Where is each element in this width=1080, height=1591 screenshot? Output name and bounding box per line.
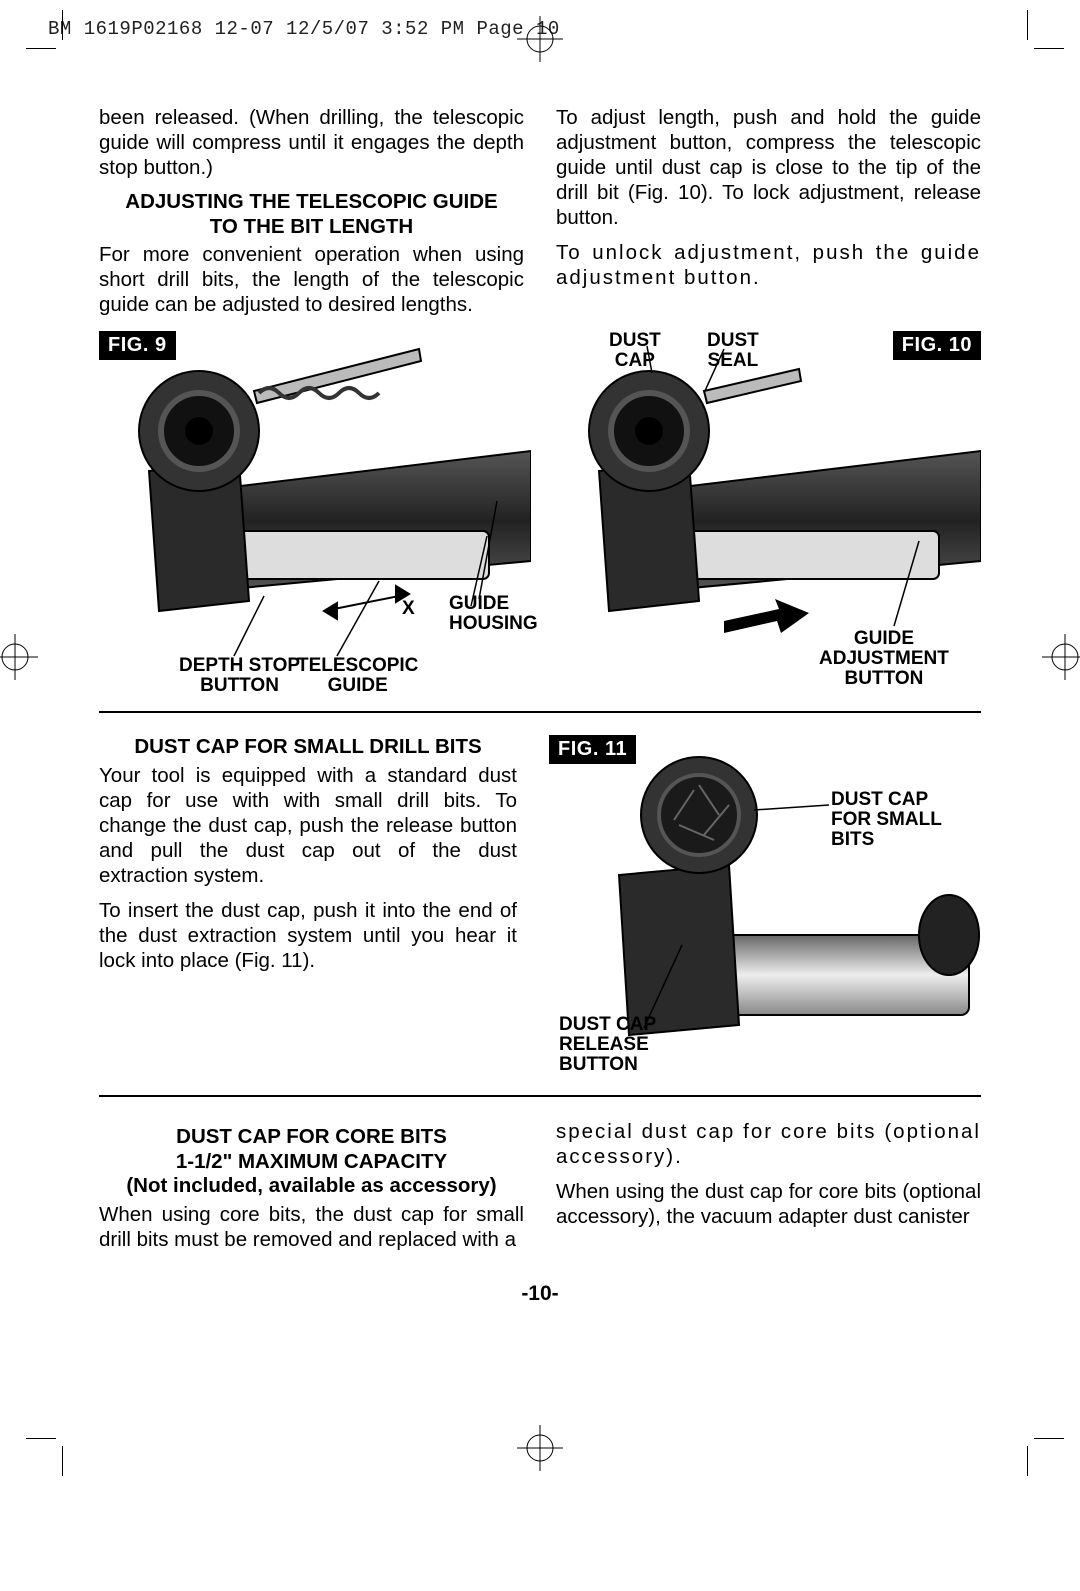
fig-9-illustration — [99, 331, 531, 691]
para: been released. (When drilling, the teles… — [99, 105, 524, 180]
callout-guide-housing: GUIDEHOUSING — [449, 594, 538, 634]
crop-mark — [26, 48, 56, 49]
registration-mark — [1042, 634, 1080, 680]
registration-mark — [0, 634, 38, 680]
para: When using the dust cap for core bits (o… — [556, 1179, 981, 1229]
subhead-line: 1-1/2" MAXIMUM CAPACITY — [176, 1150, 447, 1173]
para: For more convenient operation when using… — [99, 242, 524, 317]
crop-mark — [62, 10, 63, 40]
fig-11: FIG. 11 — [549, 735, 981, 1075]
crop-mark — [1034, 48, 1064, 49]
para: To insert the dust cap, push it into the… — [99, 898, 517, 973]
para: To adjust length, push and hold the guid… — [556, 105, 981, 230]
fig-9: FIG. 9 — [99, 331, 531, 691]
subhead-core-bits: DUST CAP FOR CORE BITS 1-1/2" MAXIMUM CA… — [99, 1125, 524, 1199]
callout-x: X — [402, 599, 415, 619]
callout-dust-cap: DUSTCAP — [609, 331, 661, 371]
crop-mark — [62, 1446, 63, 1476]
section-3-right: special dust cap for core bits (optional… — [556, 1119, 981, 1262]
print-header: BM 1619P02168 12-07 12/5/07 3:52 PM Page… — [48, 18, 560, 40]
section-3: DUST CAP FOR CORE BITS 1-1/2" MAXIMUM CA… — [99, 1119, 981, 1262]
page-content: been released. (When drilling, the teles… — [99, 105, 981, 1262]
callout-depth-stop: DEPTH STOPBUTTON — [179, 656, 300, 696]
crop-mark — [1027, 1446, 1028, 1476]
subhead-dustcap-small: DUST CAP FOR SMALL DRILL BITS — [99, 735, 517, 760]
subhead-line: (Not included, available as accessory) — [126, 1174, 496, 1197]
subhead-line: TO THE BIT LENGTH — [210, 215, 413, 238]
fig-row-9-10: FIG. 9 — [99, 331, 981, 691]
callout-guide-adjust: GUIDEADJUSTMENTBUTTON — [819, 629, 949, 689]
para: Your tool is equipped with a standard du… — [99, 763, 517, 888]
fig-11-label: FIG. 11 — [549, 735, 636, 764]
subhead-adjusting: ADJUSTING THE TELESCOPIC GUIDE TO THE BI… — [99, 190, 524, 239]
crop-mark — [1034, 1438, 1064, 1439]
para: To unlock adjustment, push the guide adj… — [556, 240, 981, 290]
callout-telescopic: TELESCOPICGUIDE — [297, 656, 418, 696]
fig-10: FIG. 10 — [549, 331, 981, 691]
section-3-left: DUST CAP FOR CORE BITS 1-1/2" MAXIMUM CA… — [99, 1119, 524, 1262]
crop-mark — [1027, 10, 1028, 40]
section-rule — [99, 711, 981, 713]
intro-columns: been released. (When drilling, the teles… — [99, 105, 981, 327]
section-2: DUST CAP FOR SMALL DRILL BITS Your tool … — [99, 735, 981, 1075]
fig-9-label: FIG. 9 — [99, 331, 176, 360]
fig-10-label: FIG. 10 — [893, 331, 981, 360]
page-number: -10- — [0, 1282, 1080, 1306]
callout-dust-seal: DUSTSEAL — [707, 331, 759, 371]
callout-dustcap-release: DUST CAPRELEASEBUTTON — [559, 1015, 656, 1075]
registration-mark — [517, 16, 563, 62]
subhead-line: ADJUSTING THE TELESCOPIC GUIDE — [125, 190, 497, 213]
crop-mark — [26, 1438, 56, 1439]
para: When using core bits, the dust cap for s… — [99, 1202, 524, 1252]
registration-mark — [517, 1425, 563, 1471]
para: special dust cap for core bits (optional… — [556, 1119, 981, 1169]
subhead-line: DUST CAP FOR CORE BITS — [176, 1125, 447, 1148]
callout-dustcap-small-bits: DUST CAPFOR SMALL BITS — [831, 790, 981, 850]
section-2-text: DUST CAP FOR SMALL DRILL BITS Your tool … — [99, 735, 517, 1075]
section-rule — [99, 1095, 981, 1097]
intro-col-right: To adjust length, push and hold the guid… — [556, 105, 981, 327]
intro-col-left: been released. (When drilling, the teles… — [99, 105, 524, 327]
